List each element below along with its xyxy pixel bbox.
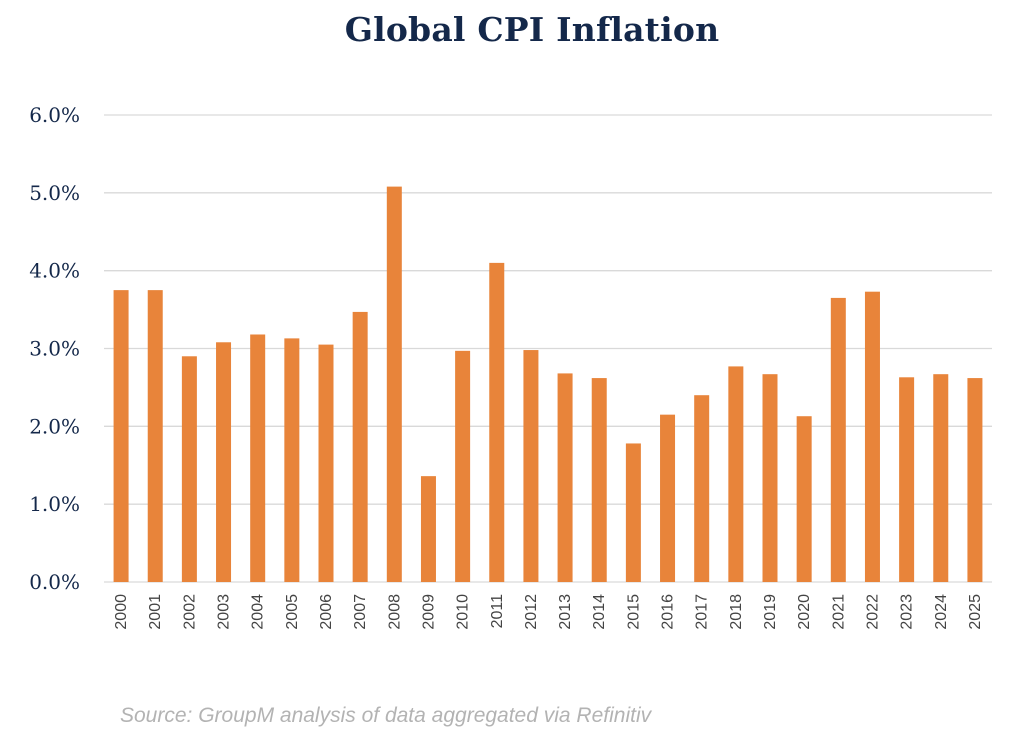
- x-tick-label: 2017: [694, 594, 711, 630]
- bar-2013: [557, 373, 573, 582]
- y-tick-label: 4.0%: [29, 259, 80, 283]
- x-tick-label: 2006: [318, 594, 335, 630]
- bars: [113, 186, 983, 582]
- bar-2001: [147, 290, 163, 582]
- x-tick-label: 2013: [557, 594, 574, 630]
- x-tick-label: 2008: [386, 594, 403, 630]
- source-note: Source: GroupM analysis of data aggregat…: [120, 704, 652, 727]
- gridlines: [104, 114, 992, 583]
- y-tick-label: 6.0%: [29, 103, 80, 127]
- x-tick-label: 2010: [455, 594, 472, 630]
- x-tick-label: 2012: [523, 594, 540, 630]
- bar-2012: [523, 350, 539, 582]
- bar-2017: [694, 395, 710, 582]
- x-tick-label: 2023: [899, 594, 916, 630]
- x-tick-label: 2016: [660, 594, 677, 630]
- bar-2016: [660, 414, 676, 582]
- x-tick-label: 2005: [284, 594, 301, 630]
- bar-2007: [352, 311, 368, 582]
- bar-2003: [216, 342, 232, 582]
- bar-2010: [455, 350, 471, 582]
- x-tick-label: 2001: [147, 594, 164, 630]
- x-tick-label: 2018: [728, 594, 745, 630]
- bar-2002: [181, 356, 197, 582]
- bar-2021: [830, 297, 846, 582]
- x-tick-label: 2003: [216, 594, 233, 630]
- bar-2006: [318, 344, 334, 582]
- x-tick-label: 2007: [352, 594, 369, 630]
- bar-2014: [591, 378, 607, 582]
- bar-2008: [386, 186, 402, 582]
- bar-2018: [728, 366, 744, 582]
- y-tick-label: 1.0%: [29, 492, 80, 516]
- bar-2025: [967, 378, 983, 582]
- y-tick-label: 3.0%: [29, 337, 80, 361]
- bar-2022: [864, 291, 880, 582]
- y-axis-ticks: 0.0% 1.0% 2.0% 3.0% 4.0% 5.0% 6.0%: [29, 103, 80, 594]
- x-tick-label: 2014: [591, 594, 608, 630]
- bar-2005: [284, 338, 300, 582]
- x-tick-label: 2022: [864, 594, 881, 630]
- x-tick-label: 2011: [489, 594, 506, 629]
- x-tick-label: 2021: [830, 594, 847, 630]
- bar-2015: [625, 443, 641, 582]
- x-tick-label: 2024: [933, 594, 950, 630]
- y-tick-label: 2.0%: [29, 414, 80, 438]
- bar-2019: [762, 374, 778, 582]
- chart-title: Global CPI Inflation: [344, 10, 720, 49]
- bar-2020: [796, 416, 812, 582]
- x-tick-label: 2002: [181, 594, 198, 630]
- bar-2024: [933, 374, 949, 582]
- y-tick-label: 0.0%: [29, 570, 80, 594]
- x-tick-label: 2009: [420, 594, 437, 630]
- x-tick-label: 2019: [762, 594, 779, 630]
- y-tick-label: 5.0%: [29, 181, 80, 205]
- bar-2023: [899, 377, 915, 582]
- x-tick-label: 2025: [967, 594, 984, 630]
- bar-2011: [489, 262, 505, 582]
- x-tick-label: 2000: [113, 594, 130, 630]
- x-tick-label: 2015: [625, 594, 642, 630]
- bar-2009: [420, 476, 436, 582]
- x-tick-label: 2020: [796, 594, 813, 630]
- x-axis-ticks: 2000 2001 2002 2003 2004 2005 2006 2007 2008 2009…: [113, 594, 984, 630]
- bar-2000: [113, 290, 129, 582]
- x-tick-label: 2004: [250, 594, 267, 630]
- bar-2004: [250, 334, 266, 582]
